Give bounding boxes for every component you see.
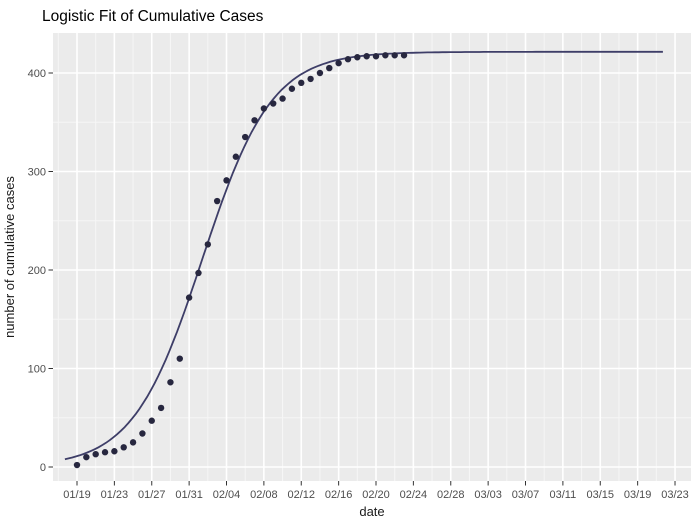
data-point <box>92 450 99 458</box>
plot-panel <box>53 33 691 481</box>
x-tick-label: 02/04 <box>213 489 241 501</box>
data-point <box>157 404 165 412</box>
data-point <box>307 75 314 83</box>
gridlines-major <box>53 33 691 481</box>
gridlines-minor <box>53 33 691 481</box>
data-point <box>270 100 277 107</box>
data-point <box>288 85 296 92</box>
x-tick-label: 02/20 <box>362 489 390 501</box>
data-point <box>204 241 212 248</box>
data-point <box>391 52 398 59</box>
data-point <box>185 294 193 301</box>
data-point <box>120 444 127 451</box>
y-tick-label: 200 <box>28 265 46 277</box>
x-tick-label: 01/23 <box>101 489 129 501</box>
data-point <box>344 56 352 63</box>
data-point <box>363 53 370 60</box>
data-point <box>251 117 258 124</box>
x-axis-title: date <box>359 504 384 519</box>
y-tick-labels: 0 100 200 300 400 <box>28 68 46 474</box>
data-point <box>279 95 286 102</box>
x-tick-label: 03/07 <box>512 489 540 501</box>
data-point <box>83 453 90 461</box>
data-point <box>195 269 202 277</box>
y-tick-label: 300 <box>28 167 46 179</box>
data-point <box>372 53 380 60</box>
data-point <box>167 379 174 386</box>
x-tick-labels: 01/19 01/23 01/27 01/31 02/04 02/08 02/12 02/16… <box>63 489 689 501</box>
x-tick-label: 03/19 <box>624 489 652 501</box>
x-tick-label: 02/08 <box>250 489 278 501</box>
data-point <box>382 52 389 59</box>
axis-tick-marks <box>48 72 676 486</box>
x-tick-label: 03/23 <box>661 489 689 501</box>
data-point <box>326 64 333 72</box>
y-tick-label: 100 <box>28 364 46 376</box>
x-tick-label: 01/27 <box>138 489 166 501</box>
y-axis-title: number of cumulative cases <box>2 176 17 338</box>
x-tick-label: 02/12 <box>287 489 315 501</box>
data-point <box>232 153 240 160</box>
data-point <box>111 448 118 455</box>
data-point <box>241 133 249 141</box>
y-tick-label: 0 <box>40 462 46 474</box>
chart-title: Logistic Fit of Cumulative Cases <box>42 8 264 25</box>
x-tick-label: 02/28 <box>437 489 465 501</box>
y-tick-label: 400 <box>28 68 46 80</box>
x-tick-label: 02/16 <box>325 489 353 501</box>
data-point <box>213 197 221 205</box>
x-tick-label: 02/24 <box>400 489 428 501</box>
data-point <box>148 417 155 424</box>
data-points <box>73 52 408 469</box>
data-point <box>101 449 109 456</box>
x-tick-label: 03/15 <box>586 489 614 501</box>
data-point <box>316 69 324 77</box>
data-point <box>354 54 361 61</box>
x-tick-label: 03/03 <box>474 489 502 501</box>
data-point <box>129 439 137 446</box>
x-tick-label: 01/19 <box>63 489 91 501</box>
data-point <box>176 355 183 362</box>
data-point <box>73 461 81 469</box>
data-point <box>223 177 230 184</box>
data-point <box>139 430 146 437</box>
data-point <box>260 105 268 112</box>
data-point <box>298 79 305 87</box>
data-point <box>400 52 408 59</box>
x-tick-label: 01/31 <box>175 489 203 501</box>
x-tick-label: 03/11 <box>550 489 577 501</box>
data-point <box>335 59 342 67</box>
